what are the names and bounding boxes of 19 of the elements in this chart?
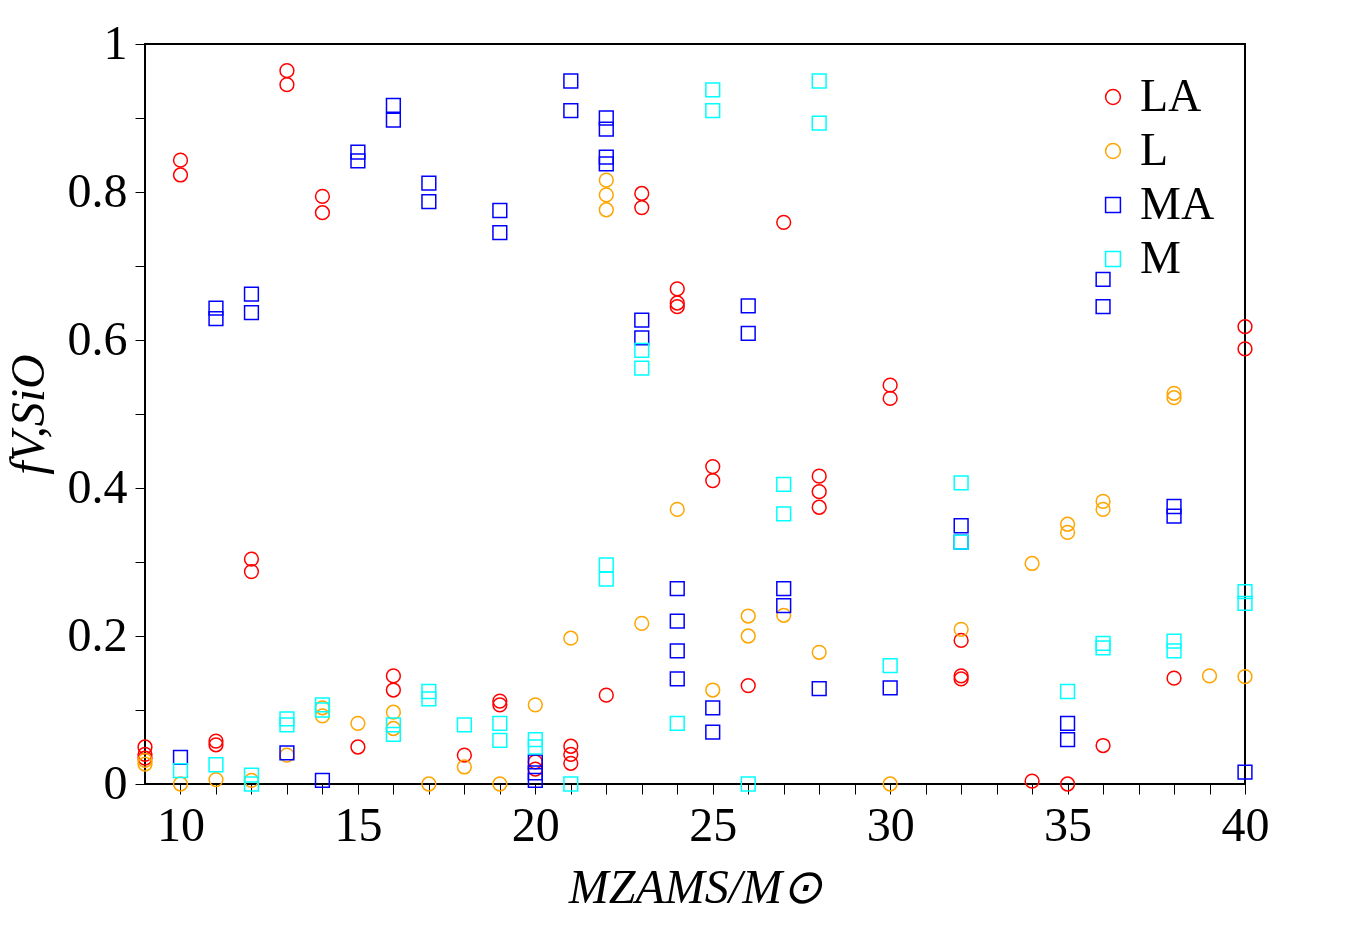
legend-label: LA bbox=[1140, 70, 1202, 121]
x-tick-label: 10 bbox=[156, 797, 205, 851]
y-tick-label: 0.6 bbox=[67, 311, 128, 365]
x-tick-label: 35 bbox=[1044, 797, 1093, 851]
x-tick-label: 15 bbox=[334, 797, 383, 851]
x-tick-label: 25 bbox=[689, 797, 738, 851]
y-tick-label: 0.4 bbox=[67, 459, 128, 513]
legend-label: L bbox=[1140, 124, 1169, 175]
y-axis-title: fV,SiO bbox=[0, 354, 54, 475]
y-tick-label: 0 bbox=[103, 755, 128, 809]
y-tick-label: 0.8 bbox=[67, 163, 128, 217]
y-tick-label: 0.2 bbox=[67, 607, 128, 661]
x-tick-label: 20 bbox=[511, 797, 560, 851]
legend-label: M bbox=[1140, 232, 1181, 283]
x-tick-label: 40 bbox=[1221, 797, 1270, 851]
x-axis-title: MZAMS/M⊙ bbox=[567, 859, 824, 913]
y-tick-label: 1 bbox=[103, 15, 128, 69]
legend-label: MA bbox=[1140, 178, 1215, 229]
x-tick-label: 30 bbox=[866, 797, 915, 851]
